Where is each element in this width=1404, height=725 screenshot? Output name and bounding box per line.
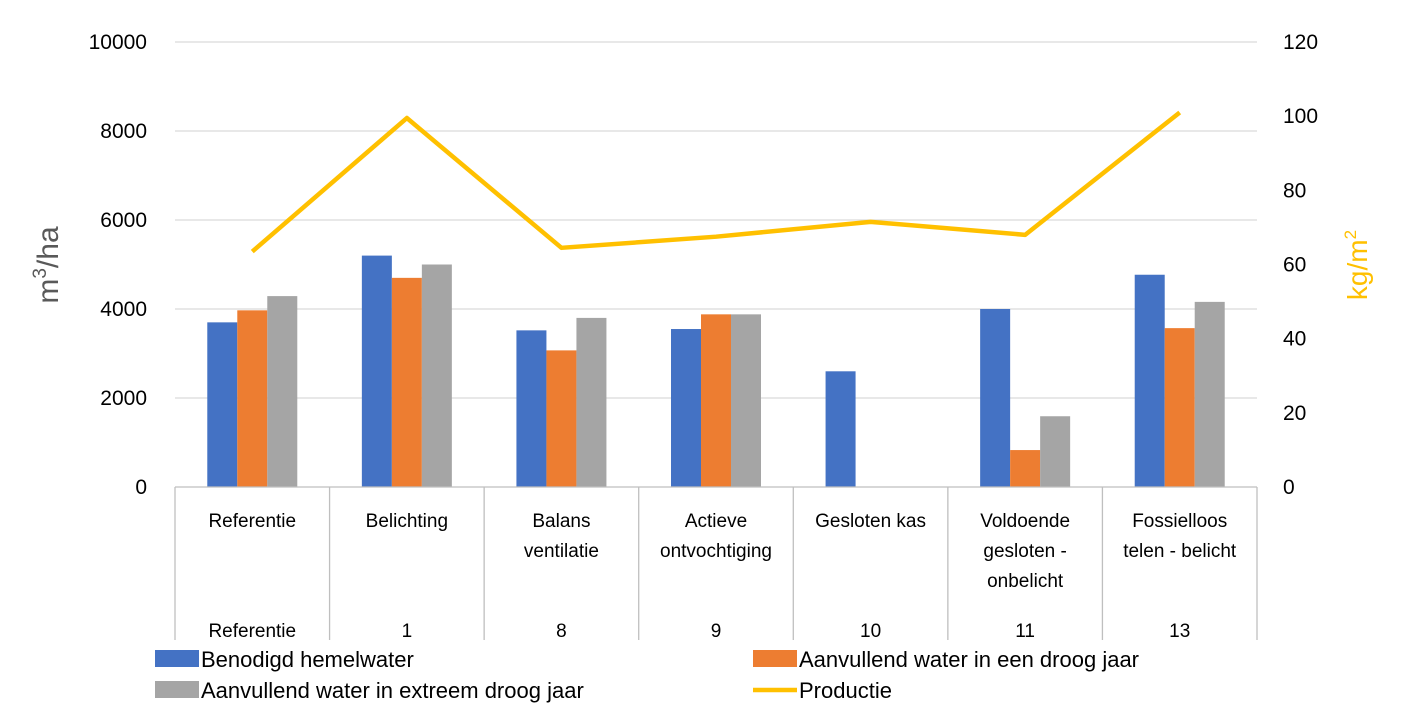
y-right-tick-label: 20 bbox=[1283, 402, 1306, 425]
y-right-title-sup: 2 bbox=[1341, 230, 1360, 239]
bar-aanvullend-water-in-een-droog-jaar bbox=[237, 310, 267, 487]
x-category-label: Fossielloos bbox=[1132, 511, 1227, 532]
bar-benodigd-hemelwater bbox=[826, 371, 856, 487]
y-right-tick-label: 40 bbox=[1283, 328, 1306, 351]
x-group-label: 10 bbox=[860, 621, 881, 642]
x-category-label: gesloten - bbox=[983, 541, 1066, 562]
x-group-label: 9 bbox=[711, 621, 722, 642]
x-category-label: Voldoende bbox=[980, 511, 1070, 532]
bar-aanvullend-water-in-extreem-droog-jaar bbox=[267, 296, 297, 487]
bar-aanvullend-water-in-een-droog-jaar bbox=[546, 350, 576, 487]
y-left-tick-label: 2000 bbox=[100, 387, 147, 410]
x-group-label: 11 bbox=[1015, 621, 1035, 642]
y-left-title-sup: 3 bbox=[30, 268, 51, 279]
production-line bbox=[252, 112, 1180, 251]
bar-aanvullend-water-in-een-droog-jaar bbox=[392, 278, 422, 487]
y-right-tick-label: 100 bbox=[1283, 105, 1318, 128]
bar-aanvullend-water-in-extreem-droog-jaar bbox=[422, 265, 452, 488]
x-category-label: Belichting bbox=[366, 511, 448, 532]
y-right-tick-label: 80 bbox=[1283, 179, 1306, 202]
y-left-title-base: m bbox=[32, 279, 65, 304]
y-right-tick-label: 60 bbox=[1283, 254, 1306, 277]
y-right-title-base: kg/m bbox=[1342, 239, 1373, 300]
legend-swatch bbox=[155, 650, 199, 667]
bar-benodigd-hemelwater bbox=[980, 309, 1010, 487]
bar-aanvullend-water-in-extreem-droog-jaar bbox=[1040, 416, 1070, 487]
x-group-label: 8 bbox=[556, 621, 567, 642]
bar-benodigd-hemelwater bbox=[207, 322, 237, 487]
y-left-tick-label: 0 bbox=[135, 476, 147, 499]
x-group-label: 13 bbox=[1169, 621, 1190, 642]
x-category-label: Gesloten kas bbox=[815, 511, 926, 532]
x-category-label: ventilatie bbox=[524, 541, 599, 562]
y-left-tick-label: 10000 bbox=[89, 31, 147, 54]
legend-label: Productie bbox=[799, 678, 892, 703]
y-left-axis-title: m3/ha bbox=[30, 226, 65, 304]
legend-label: Aanvullend water in extreem droog jaar bbox=[201, 678, 584, 703]
y-right-axis-title: kg/m2 bbox=[1341, 230, 1373, 300]
bar-aanvullend-water-in-extreem-droog-jaar bbox=[731, 314, 761, 487]
bars bbox=[207, 256, 1224, 487]
bar-aanvullend-water-in-een-droog-jaar bbox=[1165, 328, 1195, 487]
x-group-label: Referentie bbox=[208, 621, 296, 642]
y-right-tick-label: 0 bbox=[1283, 476, 1295, 499]
x-category-label: ontvochtiging bbox=[660, 541, 772, 562]
x-category-label: telen - belicht bbox=[1123, 541, 1237, 562]
y-left-tick-label: 8000 bbox=[100, 120, 147, 143]
bar-benodigd-hemelwater bbox=[1135, 275, 1165, 487]
x-group-label: 1 bbox=[402, 621, 413, 642]
bar-benodigd-hemelwater bbox=[671, 329, 701, 487]
legend-swatch bbox=[753, 650, 797, 667]
legend-label: Benodigd hemelwater bbox=[201, 647, 414, 672]
bar-aanvullend-water-in-een-droog-jaar bbox=[701, 314, 731, 487]
bar-aanvullend-water-in-extreem-droog-jaar bbox=[1195, 302, 1225, 487]
bar-aanvullend-water-in-een-droog-jaar bbox=[1010, 450, 1040, 487]
y-left-tick-label: 4000 bbox=[100, 298, 147, 321]
x-category-label: Actieve bbox=[685, 511, 747, 532]
x-category-label: Referentie bbox=[208, 511, 296, 532]
bar-benodigd-hemelwater bbox=[362, 256, 392, 487]
bar-aanvullend-water-in-extreem-droog-jaar bbox=[576, 318, 606, 487]
x-category-label: Balans bbox=[532, 511, 590, 532]
bar-benodigd-hemelwater bbox=[516, 330, 546, 487]
line-series-productie bbox=[252, 112, 1179, 251]
x-category-label: onbelicht bbox=[987, 571, 1064, 592]
legend-label: Aanvullend water in een droog jaar bbox=[799, 647, 1139, 672]
y-left-tick-label: 6000 bbox=[100, 209, 147, 232]
legend: Benodigd hemelwater Aanvullend water in e… bbox=[155, 647, 1139, 703]
y-right-tick-label: 120 bbox=[1283, 31, 1318, 54]
y-left-title-rest: /ha bbox=[32, 226, 65, 268]
legend-swatch bbox=[155, 681, 199, 698]
